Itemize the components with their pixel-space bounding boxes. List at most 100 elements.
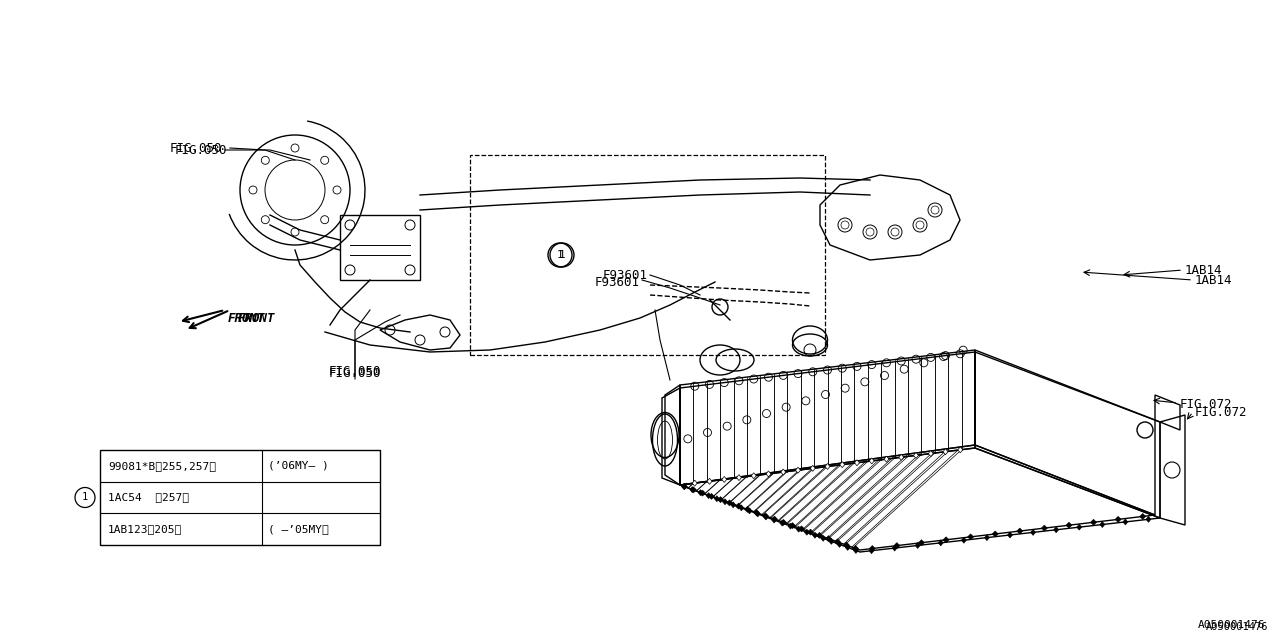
Polygon shape (899, 454, 904, 460)
Text: FRONT: FRONT (228, 312, 265, 324)
Polygon shape (690, 487, 696, 493)
Polygon shape (992, 531, 998, 537)
Polygon shape (1100, 522, 1105, 527)
Polygon shape (780, 520, 785, 526)
Polygon shape (790, 523, 795, 529)
Text: FIG.072: FIG.072 (1180, 399, 1233, 412)
Polygon shape (855, 460, 859, 466)
Polygon shape (692, 480, 698, 486)
Polygon shape (754, 509, 759, 516)
Polygon shape (943, 537, 948, 543)
Polygon shape (748, 508, 753, 514)
Polygon shape (736, 503, 741, 509)
Polygon shape (727, 500, 732, 506)
Polygon shape (1076, 524, 1082, 530)
Polygon shape (1123, 519, 1128, 525)
Polygon shape (961, 537, 966, 543)
Polygon shape (781, 469, 786, 475)
Polygon shape (722, 499, 727, 505)
Polygon shape (943, 449, 948, 454)
Text: FIG.072: FIG.072 (1196, 406, 1248, 419)
Text: (’06MY– ): (’06MY– ) (269, 461, 329, 471)
Text: FIG.050: FIG.050 (175, 143, 228, 157)
Polygon shape (869, 548, 874, 554)
Polygon shape (808, 529, 814, 535)
Text: 1AB14: 1AB14 (1185, 264, 1222, 276)
Text: A050001476: A050001476 (1206, 622, 1268, 632)
Polygon shape (795, 467, 800, 473)
Text: FIG.050: FIG.050 (170, 141, 223, 154)
Polygon shape (755, 511, 760, 517)
Polygon shape (781, 520, 786, 525)
Polygon shape (1066, 522, 1071, 528)
Polygon shape (893, 543, 900, 548)
Polygon shape (915, 543, 920, 548)
Polygon shape (799, 526, 805, 532)
Polygon shape (844, 542, 850, 548)
Polygon shape (714, 496, 719, 502)
Polygon shape (914, 452, 919, 458)
Text: 99081*B〈255,257〉: 99081*B〈255,257〉 (108, 461, 216, 471)
Polygon shape (869, 545, 876, 552)
Polygon shape (690, 486, 695, 493)
Polygon shape (826, 463, 829, 470)
Polygon shape (765, 471, 771, 477)
Text: 1AB14: 1AB14 (1196, 273, 1233, 287)
Polygon shape (788, 523, 792, 529)
Polygon shape (707, 493, 712, 499)
Polygon shape (840, 461, 845, 468)
Polygon shape (739, 505, 744, 511)
Polygon shape (763, 513, 768, 519)
Polygon shape (736, 475, 741, 481)
Bar (100, 450, 380, 545)
Polygon shape (845, 545, 850, 550)
Polygon shape (884, 456, 890, 462)
Polygon shape (763, 514, 768, 520)
Polygon shape (751, 473, 756, 479)
Polygon shape (854, 547, 859, 554)
Polygon shape (919, 540, 924, 546)
Text: FIG.050: FIG.050 (329, 367, 381, 380)
Polygon shape (826, 536, 832, 541)
Polygon shape (722, 476, 727, 483)
Bar (470, 155, 826, 355)
Polygon shape (835, 539, 841, 545)
Bar (340, 215, 420, 280)
Polygon shape (796, 526, 801, 532)
Polygon shape (817, 532, 823, 538)
Polygon shape (681, 484, 687, 490)
Polygon shape (1115, 516, 1121, 522)
Polygon shape (810, 465, 815, 471)
Polygon shape (1016, 528, 1023, 534)
Polygon shape (837, 541, 842, 547)
Polygon shape (1146, 516, 1151, 522)
Polygon shape (892, 545, 897, 551)
Polygon shape (1042, 525, 1047, 531)
Text: 1: 1 (558, 250, 566, 260)
Polygon shape (681, 484, 686, 490)
Polygon shape (938, 540, 943, 546)
Text: 1AB123〈205〉: 1AB123〈205〉 (108, 524, 182, 534)
Polygon shape (699, 490, 705, 496)
Text: 1: 1 (557, 250, 563, 260)
Text: F93601: F93601 (595, 275, 640, 289)
Polygon shape (869, 458, 874, 464)
Polygon shape (1139, 513, 1146, 520)
Polygon shape (852, 545, 859, 552)
Polygon shape (829, 538, 833, 545)
Text: F93601: F93601 (603, 269, 648, 282)
Polygon shape (698, 490, 703, 495)
Polygon shape (1053, 527, 1059, 532)
Polygon shape (731, 502, 736, 508)
Polygon shape (968, 534, 974, 540)
Text: A050001476: A050001476 (1198, 620, 1265, 630)
Polygon shape (820, 535, 826, 541)
Polygon shape (1030, 529, 1036, 536)
Polygon shape (745, 506, 750, 513)
Polygon shape (718, 497, 723, 502)
Polygon shape (984, 534, 989, 541)
Text: ( –’05MY〉: ( –’05MY〉 (269, 524, 329, 534)
Text: 1: 1 (82, 493, 88, 502)
Text: FIG.050: FIG.050 (329, 365, 381, 378)
Polygon shape (1007, 532, 1012, 538)
